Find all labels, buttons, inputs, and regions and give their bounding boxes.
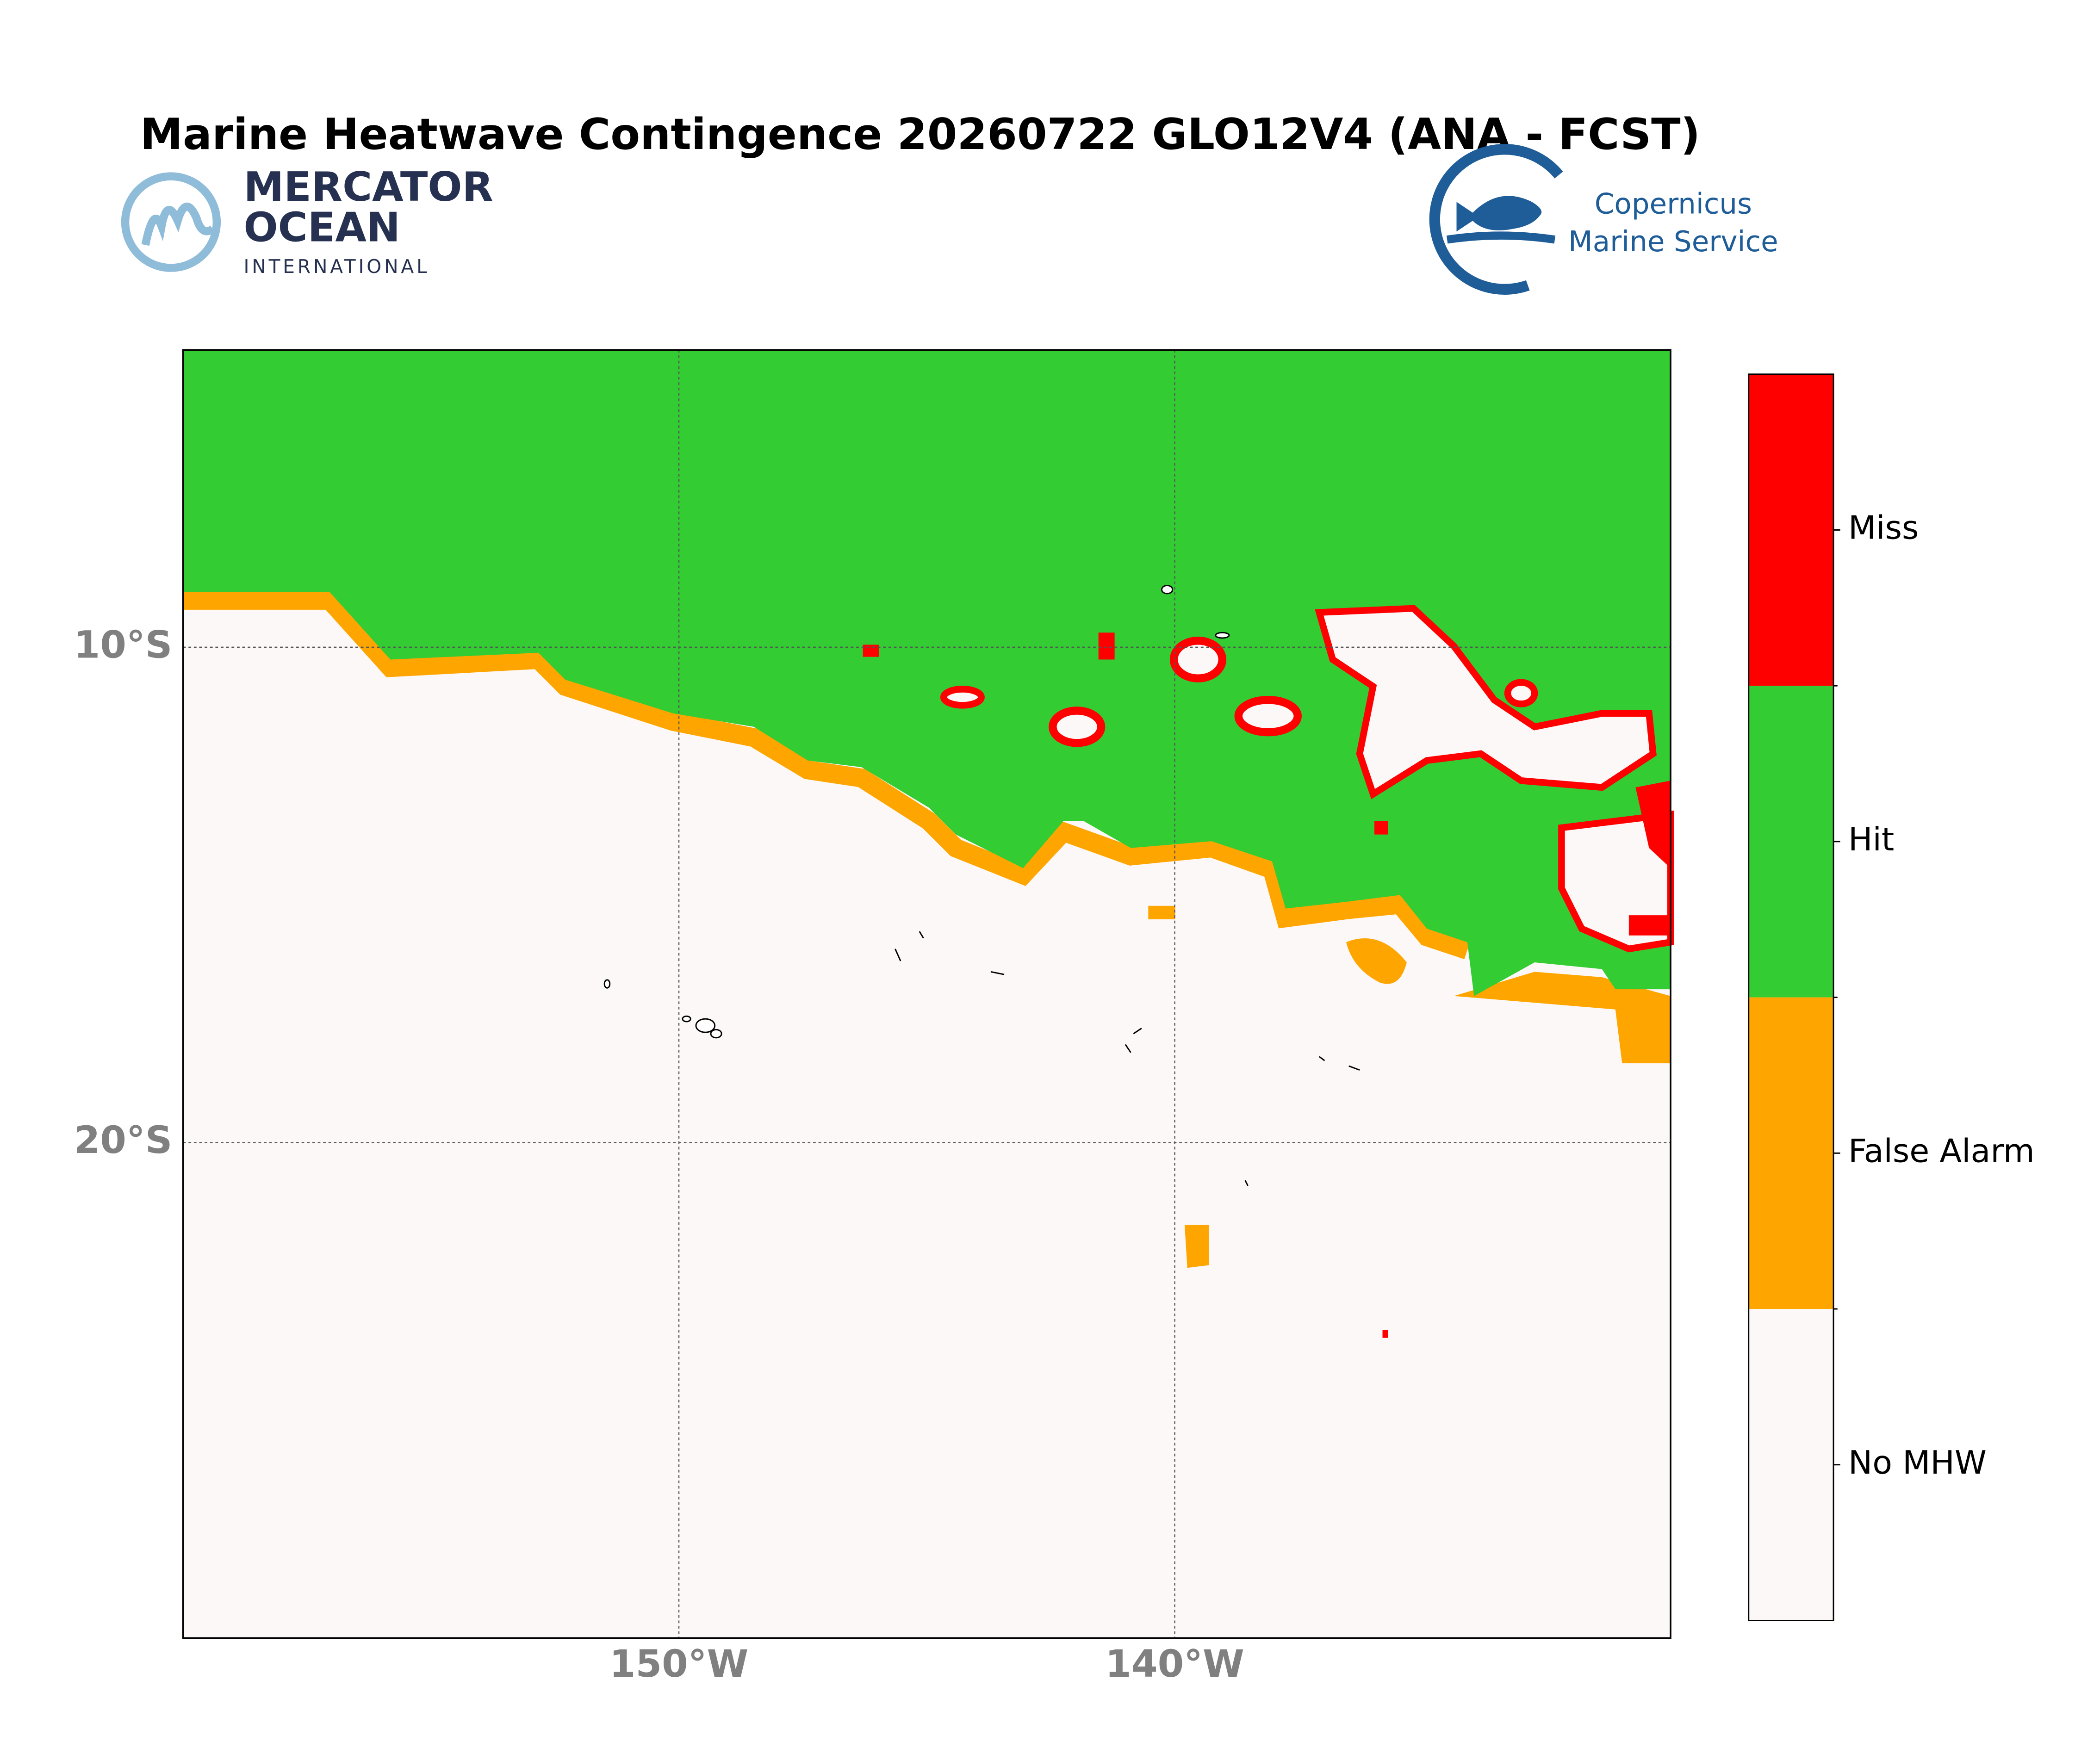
map-frame (182, 349, 1671, 1639)
copernicus-logo: Copernicus Marine Service (1429, 144, 1778, 295)
miss-area (1628, 915, 1670, 936)
false-alarm-area (1346, 938, 1407, 984)
island (710, 1029, 722, 1039)
island (603, 979, 611, 989)
no-mhw-hole (940, 686, 985, 709)
miss-area (1635, 781, 1671, 868)
no-mhw-hole (1049, 707, 1106, 747)
y-tick-label: 10°S (74, 623, 173, 667)
title: Marine Heatwave Contingence 20260722 GLO… (140, 109, 1701, 159)
x-tick-label: 140°W (1105, 1642, 1244, 1686)
island (682, 1015, 691, 1023)
no-mhw-hole (1315, 605, 1657, 800)
colorbar-segment (1748, 1309, 1834, 1621)
no-mhw-hole (1234, 695, 1302, 737)
colorbar: Miss Hit False Alarm No MHW (1748, 373, 2035, 1621)
logo-circle (121, 172, 221, 272)
y-tick-label: 20°S (74, 1118, 173, 1162)
miss-area (1382, 1330, 1388, 1338)
miss-area (1374, 821, 1388, 835)
island (695, 1018, 716, 1033)
atoll (895, 931, 1360, 1186)
mercator-logo: MERCATOR OCEAN INTERNATIONAL (121, 163, 493, 278)
colorbar-segment (1748, 686, 1834, 998)
legend-label: No MHW (1848, 1444, 1987, 1481)
legend-label: False Alarm (1848, 1132, 2035, 1170)
logo-fish (1456, 196, 1542, 232)
logo-text: Copernicus (1595, 188, 1752, 221)
logo-m (141, 202, 215, 246)
false-alarm-area (1454, 972, 1671, 1064)
colorbar-frame (1748, 373, 1834, 1621)
colorbar-segment (1748, 374, 1834, 686)
legend-label: Hit (1848, 821, 1894, 858)
island (1161, 585, 1174, 595)
colorbar-segment (1748, 997, 1834, 1309)
miss-area (1098, 632, 1115, 660)
legend-label: Miss (1848, 509, 1919, 546)
false-alarm-area (1148, 905, 1175, 919)
false-alarm-area (1184, 1225, 1209, 1268)
logo-text: Marine Service (1568, 225, 1778, 258)
false-alarm-band (183, 591, 1471, 960)
logo-text: MERCATOR (244, 163, 493, 211)
islands (603, 585, 1360, 1186)
hit-area (183, 350, 1671, 996)
no-mhw-hole (1504, 679, 1538, 707)
logo-text: INTERNATIONAL (244, 255, 430, 278)
logo-wave (1446, 231, 1556, 244)
logo-text: OCEAN (244, 204, 400, 251)
x-tick-label: 150°W (609, 1642, 749, 1686)
island (1215, 632, 1230, 639)
logo-arc (1429, 144, 1563, 295)
miss-area (863, 645, 879, 657)
no-mhw-hole (1169, 637, 1227, 682)
map (182, 349, 1674, 1639)
